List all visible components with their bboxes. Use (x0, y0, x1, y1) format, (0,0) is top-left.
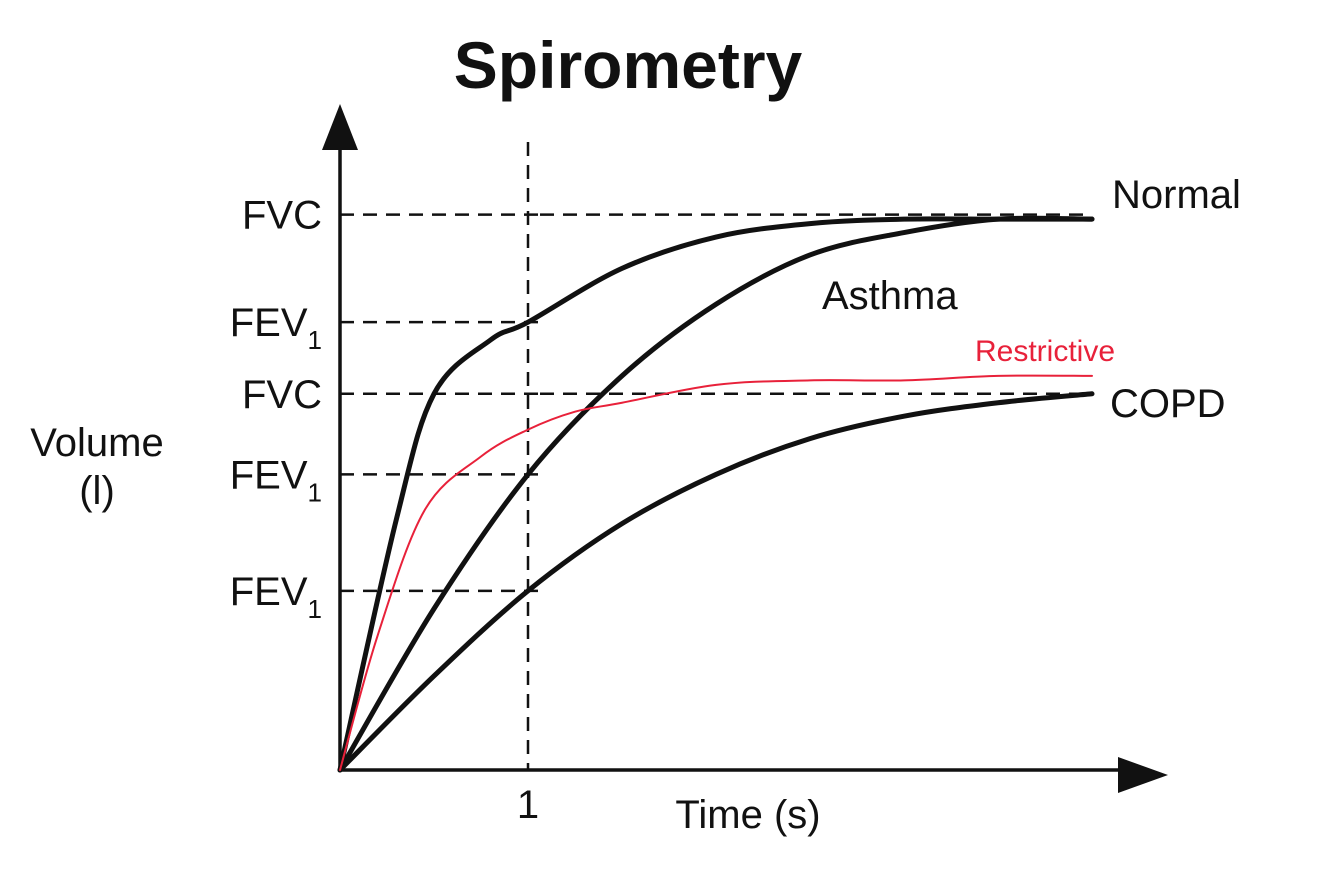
series-line-normal (337, 216, 1095, 773)
x-axis-label: Time (s) (675, 793, 820, 837)
x-axis-arrowhead (1118, 757, 1168, 793)
y-marker-label-4: FEV1 (230, 570, 322, 624)
y-marker-label-0: FVC (242, 194, 322, 238)
series-label-asthma: Asthma (822, 274, 958, 318)
y-axis-label-line-1: Volume (30, 421, 163, 465)
y-marker-label-3: FEV1 (230, 453, 322, 507)
y-marker-label-1: FEV1 (230, 301, 322, 355)
y-axis-markers: FVC FEV1 FVC FEV1 FEV1 (230, 194, 322, 624)
series-line-copd (337, 391, 1095, 773)
y-marker-label-2: FVC (242, 373, 322, 417)
reference-lines (340, 142, 1092, 770)
series-curves (337, 215, 1095, 773)
x-tick-label-0: 1 (517, 783, 539, 827)
series-labels: Normal Asthma COPD Restrictive (822, 173, 1241, 426)
series-label-normal: Normal (1112, 173, 1241, 217)
series-line-restrictive (339, 374, 1093, 771)
y-axis-label-line-2: (l) (79, 469, 115, 513)
series-line-asthma (337, 215, 1095, 773)
chart-title: Spirometry (454, 28, 803, 102)
series-label-restrictive: Restrictive (975, 335, 1115, 368)
x-axis-ticks: 1 (517, 783, 539, 827)
series-label-copd: COPD (1110, 382, 1226, 426)
y-axis-arrowhead (322, 104, 358, 150)
